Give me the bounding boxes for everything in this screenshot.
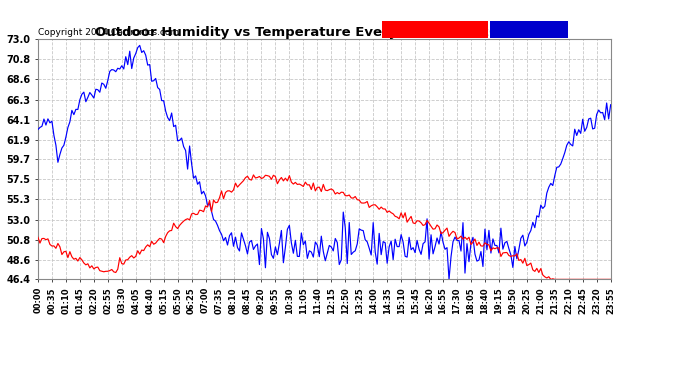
FancyBboxPatch shape [382, 21, 488, 38]
Text: Temperature (°F): Temperature (°F) [384, 25, 471, 34]
Text: Humidity (%): Humidity (%) [493, 25, 560, 34]
FancyBboxPatch shape [491, 21, 568, 38]
Text: Copyright 2014 Cartronics.com: Copyright 2014 Cartronics.com [38, 28, 179, 37]
Title: Outdoor Humidity vs Temperature Every 5 Minutes 20140514: Outdoor Humidity vs Temperature Every 5 … [95, 26, 553, 39]
